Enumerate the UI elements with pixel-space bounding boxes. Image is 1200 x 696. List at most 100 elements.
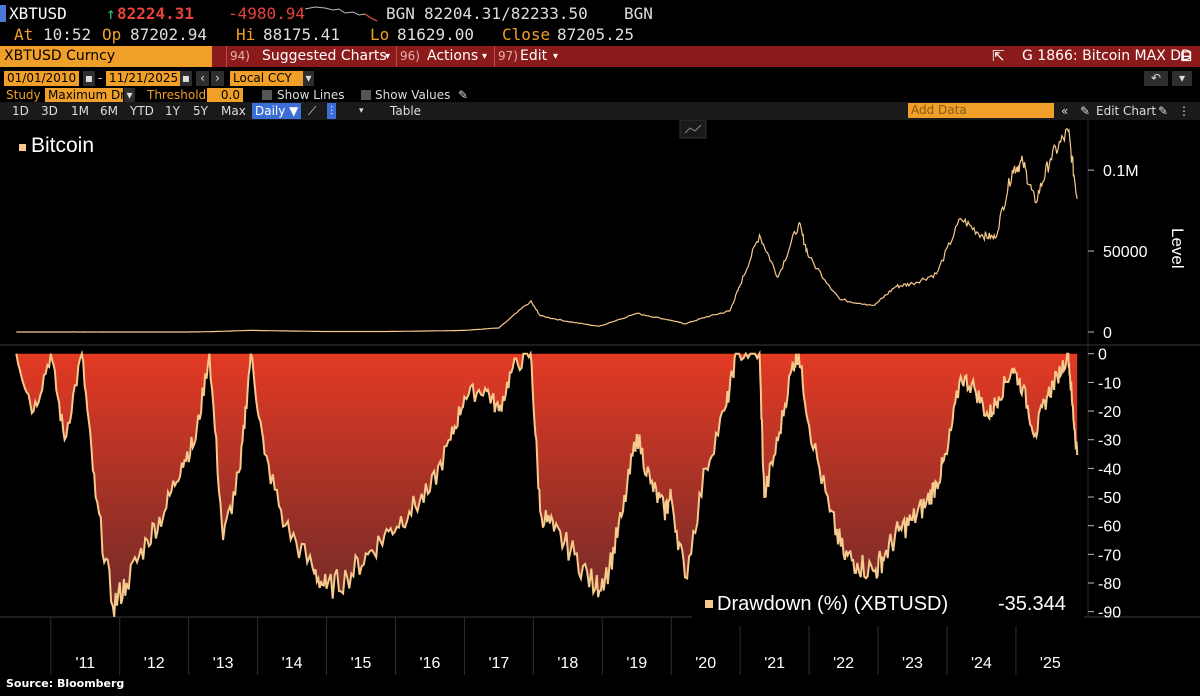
quote-header: XBTUSD ↑ 82224.31 -4980.94 BGN 82204.31/…	[0, 2, 1200, 24]
pencil-icon[interactable]: ✎	[458, 88, 469, 102]
ticker[interactable]: XBTUSD	[9, 4, 67, 23]
date-dash: -	[98, 71, 103, 85]
drawdown-y-tick-label: -70	[1098, 547, 1121, 564]
x-tick-label: '25	[1040, 655, 1061, 672]
range-1y[interactable]: 1Y	[165, 104, 180, 118]
undo-icon[interactable]: ↶	[1144, 71, 1168, 86]
end-date-input[interactable]: 11/21/2025	[106, 71, 182, 86]
threshold-label: Threshold	[147, 88, 207, 102]
x-tick-label: '24	[971, 655, 992, 672]
chart-area: 0 50000 0.1M 0 -10 -20 -30 -40 -50 -60 -70 -80 -90 '1…	[0, 120, 1200, 675]
x-tick-label: '12	[144, 655, 165, 672]
range-1m[interactable]: 1M	[71, 104, 89, 118]
study-select[interactable]: Maximum Dr	[45, 88, 123, 103]
caret-down-icon[interactable]: ▾	[303, 71, 314, 86]
start-date-input[interactable]: 01/01/2010	[4, 71, 80, 86]
suggested-charts-menu[interactable]: Suggested Charts	[262, 48, 387, 64]
drawdown-legend-label: Drawdown (%) (XBTUSD)	[717, 593, 948, 615]
quote-time: 10:52	[43, 25, 92, 44]
calendar-icon[interactable]: ▪	[180, 71, 192, 86]
bar-chart-icon[interactable]: ⫶	[327, 103, 337, 119]
open-label: Op	[102, 25, 122, 44]
range-max[interactable]: Max	[221, 104, 246, 118]
date-range-row: 01/01/2010 ▪ - 11/21/2025 ▪ ‹ › Local CC…	[0, 70, 1200, 88]
currency-select[interactable]: Local CCY	[230, 71, 306, 86]
show-lines-label: Show Lines	[277, 88, 345, 102]
refresh-icon[interactable]: ▾	[1172, 71, 1192, 86]
caret-down-icon[interactable]: ▾	[359, 106, 364, 116]
range-ytd[interactable]: YTD	[130, 104, 154, 118]
x-tick-label: '13	[213, 655, 234, 672]
up-arrow-icon: ↑	[106, 4, 116, 23]
drawdown-y-tick-label: -10	[1098, 375, 1121, 392]
edit-num: 97)	[498, 49, 518, 63]
threshold-input[interactable]: 0.0	[207, 88, 243, 103]
show-values-label: Show Values	[375, 88, 451, 102]
drawdown-last-value: -35.344	[998, 593, 1066, 615]
range-6m[interactable]: 6M	[100, 104, 118, 118]
line-chart-icon[interactable]: ⟋	[308, 104, 317, 118]
x-tick-label: '11	[75, 655, 95, 672]
y-axis-title: Level	[1168, 228, 1187, 269]
show-values-checkbox[interactable]	[361, 90, 371, 100]
x-tick-label: '14	[282, 655, 303, 672]
x-tick-label: '16	[420, 655, 441, 672]
ticker-marker	[0, 5, 6, 22]
price-line	[16, 127, 1078, 333]
show-lines-checkbox[interactable]	[262, 90, 272, 100]
x-tick-label: '17	[488, 655, 509, 672]
source-note: Source: Bloomberg	[6, 677, 125, 690]
drawdown-y-tick-label: -30	[1098, 433, 1121, 450]
edit-menu[interactable]: Edit	[520, 48, 548, 64]
open-value: 87202.94	[130, 25, 208, 44]
edit-icon[interactable]: ✎	[1158, 104, 1169, 118]
chart-type-icon[interactable]	[679, 120, 707, 139]
study-row: Study Maximum Dr ▾ Threshold 0.0 Show Li…	[0, 88, 1200, 104]
quote-stats: At 10:52 Op 87202.94 Hi 88175.41 Lo 8162…	[0, 24, 1200, 44]
caret-down-icon: ▾	[482, 51, 488, 62]
range-toolbar: 1D 3D 1M 6M YTD 1Y 5Y Max Daily ▼ ⟋ ⫶ ▾ …	[0, 102, 1200, 120]
legend-swatch	[19, 144, 26, 151]
x-tick-label: '23	[902, 655, 923, 672]
chart-title: G 1866: Bitcoin MAX DD	[1022, 48, 1192, 64]
drawdown-y-tick-label: -80	[1098, 576, 1121, 593]
close-label: Close	[502, 25, 551, 44]
high-value: 88175.41	[263, 25, 341, 44]
next-arrow-icon[interactable]: ›	[211, 71, 224, 86]
more-icon[interactable]: ⋮	[1178, 104, 1190, 118]
drawdown-y-tick-label: 0	[1098, 347, 1107, 364]
drawdown-area	[16, 353, 1078, 617]
table-button[interactable]: Table	[390, 104, 422, 118]
security-field[interactable]: XBTUSD Curncy	[0, 46, 212, 67]
range-5y[interactable]: 5Y	[193, 104, 208, 118]
line-chart-icon	[684, 124, 702, 134]
launch-icon[interactable]: ⇱	[992, 47, 1005, 65]
range-1d[interactable]: 1D	[12, 104, 29, 118]
drawdown-y-tick-label: -50	[1098, 490, 1121, 507]
edit-chart-button[interactable]: Edit Chart	[1096, 104, 1157, 118]
collapse-icon[interactable]: ⊟	[1180, 47, 1193, 65]
price-series	[16, 127, 1078, 333]
x-tick-label: '18	[557, 655, 578, 672]
add-data-input[interactable]: Add Data	[908, 103, 1054, 118]
price-panel	[0, 120, 1200, 344]
x-tick-label: '15	[351, 655, 372, 672]
sparkline	[305, 6, 378, 22]
legend-swatch	[705, 600, 713, 608]
prev-arrow-icon[interactable]: ‹	[196, 71, 209, 86]
study-label: Study	[6, 88, 41, 102]
bid-ask: 82204.31/82233.50	[424, 4, 588, 23]
low-value: 81629.00	[397, 25, 475, 44]
range-3d[interactable]: 3D	[41, 104, 58, 118]
drawdown-series	[15, 349, 1079, 617]
frequency-select[interactable]: Daily ▼	[252, 103, 302, 119]
actions-menu[interactable]: Actions	[427, 48, 479, 64]
x-tick-label: '20	[695, 655, 716, 672]
close-value: 87205.25	[557, 25, 635, 44]
suggested-num: 94)	[230, 49, 250, 63]
settings-icon[interactable]: ✎	[1080, 104, 1091, 118]
collapse-left-icon[interactable]: «	[1061, 104, 1069, 118]
calendar-icon[interactable]: ▪	[83, 71, 95, 86]
caret-down-icon[interactable]: ▾	[124, 88, 135, 103]
low-label: Lo	[370, 25, 390, 44]
